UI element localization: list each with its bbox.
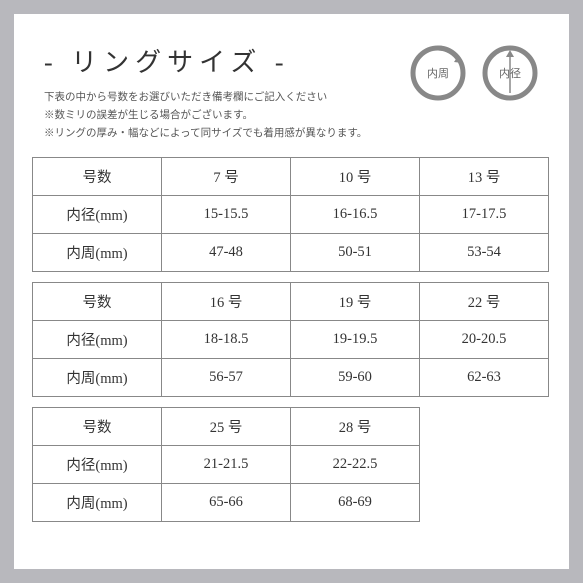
diam-label: 内径	[499, 66, 521, 80]
row-header: 号数	[33, 157, 162, 195]
table-row: 号数25 号28 号	[33, 407, 420, 445]
table-row: 内径(mm)21-21.522-22.5	[33, 445, 420, 483]
note-line: ※リングの厚み・幅などによって同サイズでも着用感が異なります。	[44, 125, 539, 143]
header: - リングサイズ - 下表の中から号数をお選びいただき備考欄にご記入ください ※…	[14, 14, 569, 151]
cell: 20-20.5	[420, 320, 549, 358]
table-row: 内周(mm)56-5759-6062-63	[33, 358, 549, 396]
row-header: 内周(mm)	[33, 483, 162, 521]
cell: 16 号	[162, 282, 291, 320]
row-header: 号数	[33, 407, 162, 445]
table-row: 号数7 号10 号13 号	[33, 157, 549, 195]
row-header: 内径(mm)	[33, 195, 162, 233]
cell: 47-48	[162, 233, 291, 271]
row-header: 内径(mm)	[33, 320, 162, 358]
cell: 18-18.5	[162, 320, 291, 358]
cell: 17-17.5	[420, 195, 549, 233]
diagrams: 内周 内径	[409, 44, 539, 102]
cell: 28 号	[291, 407, 420, 445]
cell: 25 号	[162, 407, 291, 445]
cell: 19 号	[291, 282, 420, 320]
circ-label: 内周	[427, 66, 449, 80]
cell: 59-60	[291, 358, 420, 396]
circumference-icon: 内周	[409, 44, 467, 102]
row-header: 内周(mm)	[33, 233, 162, 271]
cell: 68-69	[291, 483, 420, 521]
cell: 15-15.5	[162, 195, 291, 233]
size-table: 号数16 号19 号22 号内径(mm)18-18.519-19.520-20.…	[32, 282, 549, 397]
table-row: 内径(mm)15-15.516-16.517-17.5	[33, 195, 549, 233]
cell: 22 号	[420, 282, 549, 320]
tables-container: 号数7 号10 号13 号内径(mm)15-15.516-16.517-17.5…	[14, 151, 569, 522]
cell: 13 号	[420, 157, 549, 195]
cell: 50-51	[291, 233, 420, 271]
cell: 22-22.5	[291, 445, 420, 483]
cell: 19-19.5	[291, 320, 420, 358]
note-line: ※数ミリの誤差が生じる場合がございます。	[44, 107, 539, 125]
table-row: 内径(mm)18-18.519-19.520-20.5	[33, 320, 549, 358]
cell: 16-16.5	[291, 195, 420, 233]
diameter-icon: 内径	[481, 44, 539, 102]
row-header: 内周(mm)	[33, 358, 162, 396]
table-row: 内周(mm)65-6668-69	[33, 483, 420, 521]
cell: 10 号	[291, 157, 420, 195]
table-row: 内周(mm)47-4850-5153-54	[33, 233, 549, 271]
table-row: 号数16 号19 号22 号	[33, 282, 549, 320]
card: - リングサイズ - 下表の中から号数をお選びいただき備考欄にご記入ください ※…	[14, 14, 569, 569]
size-table: 号数7 号10 号13 号内径(mm)15-15.516-16.517-17.5…	[32, 157, 549, 272]
cell: 7 号	[162, 157, 291, 195]
size-table: 号数25 号28 号内径(mm)21-21.522-22.5内周(mm)65-6…	[32, 407, 420, 522]
row-header: 内径(mm)	[33, 445, 162, 483]
cell: 56-57	[162, 358, 291, 396]
cell: 65-66	[162, 483, 291, 521]
row-header: 号数	[33, 282, 162, 320]
cell: 21-21.5	[162, 445, 291, 483]
cell: 62-63	[420, 358, 549, 396]
cell: 53-54	[420, 233, 549, 271]
